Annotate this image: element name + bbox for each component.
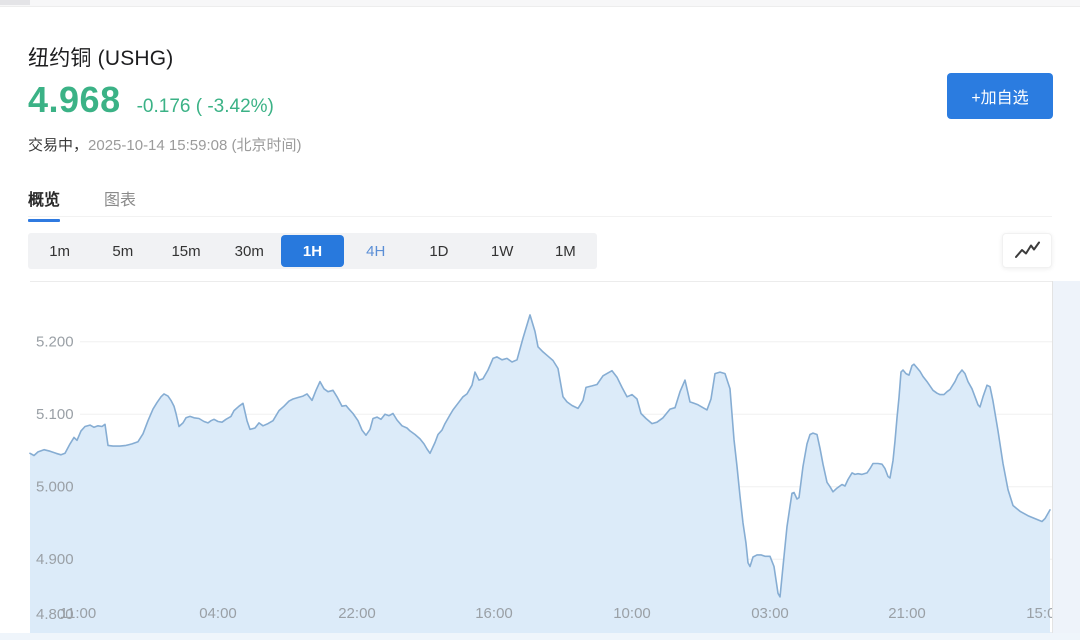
y-axis-label: 4.800 <box>36 606 74 623</box>
tab-chart[interactable]: 图表 <box>104 192 137 209</box>
price-row: 4.968 -0.176 ( -3.42%) <box>28 79 274 121</box>
x-axis-label: 04:00 <box>199 605 237 622</box>
top-divider-notch <box>0 0 30 5</box>
y-axis-label: 4.900 <box>36 551 74 568</box>
x-axis-label: 16:00 <box>475 605 513 622</box>
plot-overflow-strip <box>1052 281 1080 633</box>
price-line <box>29 314 1051 598</box>
x-axis-label: 22:00 <box>338 605 376 622</box>
chart-panel: 5.200 5.100 5.000 4.900 4.800 11:00 04:00 22:00… <box>0 281 1080 640</box>
trading-status-row: 交易中，2025-10-14 15:59:08 (北京时间) <box>28 134 301 155</box>
quote-timestamp: 2025-10-14 15:59:08 (北京时间) <box>88 137 302 154</box>
price-change: -0.176 ( -3.42%) <box>136 96 274 117</box>
x-axis-label: 03:00 <box>751 605 789 622</box>
timeframe-30m[interactable]: 30m <box>234 242 264 260</box>
last-price: 4.968 <box>28 79 121 120</box>
add-watchlist-button[interactable]: +加自选 <box>947 73 1053 119</box>
y-axis-label: 5.000 <box>36 479 74 496</box>
timeframe-1h[interactable]: 1H <box>280 235 345 267</box>
timeframe-15m[interactable]: 15m <box>171 242 201 260</box>
view-tabs: 概览 图表 <box>28 186 136 222</box>
x-axis-label: 15:00 <box>1026 605 1064 622</box>
price-area-fill <box>30 314 1050 633</box>
timeframe-1d[interactable]: 1D <box>429 242 449 260</box>
x-axis-labels: 11:00 04:00 22:00 16:00 10:00 03:00 21:00 15:00 <box>60 605 1064 622</box>
y-axis-label: 5.100 <box>36 406 74 423</box>
x-axis-label: 10:00 <box>613 605 651 622</box>
timeframe-1w[interactable]: 1W <box>490 242 514 260</box>
tabs-divider <box>28 216 1052 217</box>
chart-type-button[interactable] <box>1002 233 1052 268</box>
timeframe-1m[interactable]: 1m <box>49 242 71 260</box>
timeframe-5m[interactable]: 5m <box>112 242 134 260</box>
timeframe-4h[interactable]: 4H <box>366 242 386 260</box>
tab-overview[interactable]: 概览 <box>28 186 61 222</box>
y-axis-label: 5.200 <box>36 334 74 351</box>
top-divider <box>0 0 1080 7</box>
line-chart-icon <box>1014 241 1040 258</box>
x-axis-label: 11:00 <box>60 605 96 622</box>
chart-bottom-strip <box>0 633 1080 640</box>
x-axis-label: 21:00 <box>888 605 926 622</box>
instrument-title: 纽约铜 (USHG) <box>28 47 174 70</box>
timeframe-bar: 1m 5m 15m 30m 1H 4H 1D 1W 1M <box>28 233 597 269</box>
trading-status: 交易中， <box>28 137 89 154</box>
timeframe-1m-month[interactable]: 1M <box>554 242 576 260</box>
